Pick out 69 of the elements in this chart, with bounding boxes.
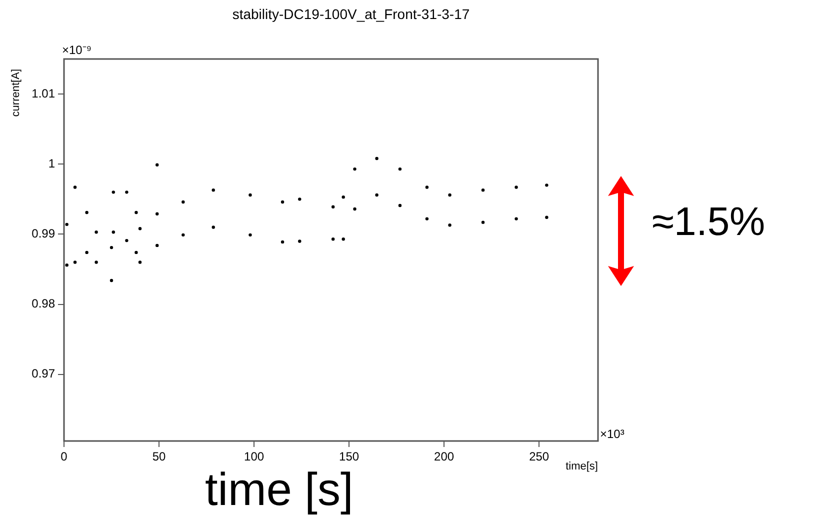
point (85, 250, 88, 254)
point (353, 167, 356, 171)
x-tick-label: 150 (339, 450, 360, 464)
y-tick-label: 1 (48, 156, 56, 170)
point (156, 163, 159, 166)
point (514, 186, 518, 189)
y-tick-label: 0.99 (32, 226, 56, 241)
point (298, 240, 302, 243)
point (298, 198, 302, 201)
point (425, 186, 429, 189)
point (94, 260, 98, 264)
point (134, 250, 138, 254)
point (125, 238, 128, 242)
point (73, 186, 77, 189)
point (212, 188, 215, 192)
point (94, 230, 98, 234)
text: ×10⁻⁹ (62, 42, 92, 58)
point (134, 210, 138, 214)
point (331, 238, 335, 241)
x-axis-title: time[s] (566, 460, 598, 473)
x-tick-label: 200 (434, 450, 454, 464)
point (110, 278, 114, 282)
point (280, 240, 284, 244)
point (342, 195, 345, 199)
point (85, 210, 88, 214)
text: ×10³ (600, 427, 624, 441)
point (353, 207, 356, 211)
point (65, 263, 68, 267)
point (514, 217, 518, 220)
point (138, 227, 142, 230)
point (125, 190, 128, 194)
point (342, 238, 345, 241)
point (280, 200, 284, 204)
point (73, 260, 77, 264)
point (112, 190, 116, 194)
point (545, 216, 548, 220)
point (156, 244, 159, 248)
point (398, 204, 402, 208)
point (156, 212, 159, 216)
y-tick-label: 0.98 (32, 296, 56, 311)
point (448, 224, 452, 227)
point (138, 260, 142, 264)
point (425, 217, 429, 220)
text: ≈1.5% (652, 200, 766, 245)
y-tick-label: 1.01 (32, 86, 56, 100)
point (545, 184, 548, 187)
point (248, 193, 252, 197)
text: time [s] (205, 462, 354, 516)
point (375, 156, 378, 160)
point (375, 193, 378, 197)
x-tick-label: 50 (152, 450, 166, 464)
point (110, 246, 114, 250)
y-axis-title: current[A] (10, 69, 22, 117)
point (481, 188, 485, 192)
point (182, 233, 185, 237)
point (398, 167, 402, 171)
point (481, 220, 485, 224)
point (212, 226, 215, 229)
point (112, 230, 116, 234)
x-tick-label: 250 (529, 450, 550, 464)
point (448, 193, 452, 197)
x-tick-label: 100 (244, 450, 264, 464)
y-tick-label: 0.97 (32, 366, 56, 381)
x-tick-label: 0 (60, 450, 68, 464)
point (331, 205, 335, 208)
chart-title: stability-DC19-100V_at_Front-31-3-17 (232, 6, 470, 22)
point (248, 233, 252, 237)
point (182, 200, 185, 204)
point (65, 222, 68, 226)
